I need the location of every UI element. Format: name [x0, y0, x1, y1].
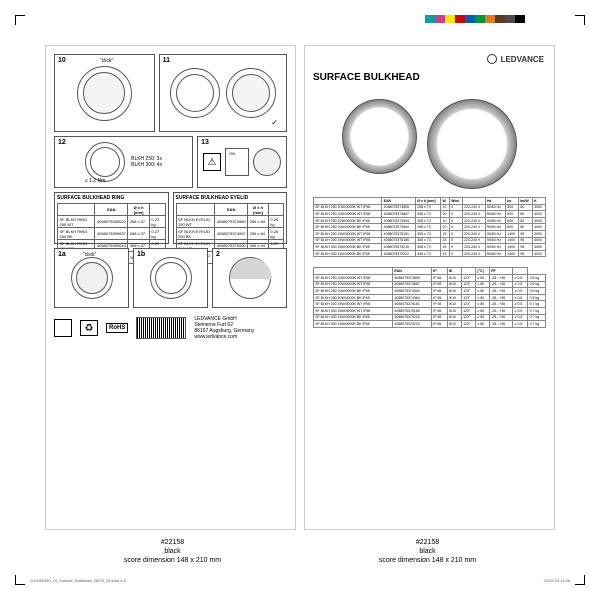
step-number: 2	[216, 251, 220, 258]
diagram: BLKH 250: 3x BLKH 300: 4x	[58, 140, 189, 184]
eac-mark	[54, 319, 72, 337]
diagram: ✓	[163, 58, 283, 128]
rohs-mark: RoHS	[106, 323, 128, 333]
product-images	[313, 99, 546, 189]
footer: #22158 black score dimension 148 x 210 m…	[45, 538, 555, 565]
product-title: SURFACE BULKHEAD	[313, 72, 546, 83]
logo-icon	[487, 54, 497, 64]
product-image-300	[427, 99, 517, 189]
eyelid-table-box: SURFACE BULKHEAD EYELID EANØ x h [mm]SF …	[173, 192, 288, 244]
crop-mark	[15, 15, 25, 25]
step-11: 11 ✓	[159, 54, 287, 132]
ring-title: SURFACE BULKHEAD RING	[57, 195, 166, 201]
diagram	[216, 252, 283, 304]
brand-name: LEDVANCE	[501, 55, 544, 64]
step-number: 11	[163, 57, 170, 64]
step-number: 10	[58, 57, 66, 64]
diagram	[58, 252, 125, 304]
screw-counts: BLKH 250: 3x BLKH 300: 4x	[131, 156, 162, 169]
ring-table-box: SURFACE BULKHEAD RING EANØ x h [mm]SF BL…	[54, 192, 169, 244]
crop-mark	[15, 575, 25, 585]
diagram: ⚠ ON	[201, 140, 283, 184]
spec-table-2: EANIPIK[°C]PFSF BLKH 250 10W/3000K WT IP…	[313, 267, 546, 327]
sku: #22158	[300, 538, 555, 547]
color: black	[300, 547, 555, 556]
click-label: "click"	[100, 58, 113, 64]
footnote-file: G11080430_UI_Surface_Bulkhead_NICH_04.in…	[30, 578, 126, 583]
footnote-timestamp: 20.09.19 11:38	[544, 578, 570, 583]
step-1b: 1b	[133, 248, 208, 308]
crop-mark	[575, 15, 585, 25]
step-13: 13 ⚠ ON	[197, 136, 287, 188]
color: black	[45, 547, 300, 556]
manufacturer-address: LEDVANCE GmbH Steinerne Furt 62 86167 Au…	[194, 316, 254, 340]
step-1a: 1a "click"	[54, 248, 129, 308]
eyelid-title: SURFACE BULKHEAD EYELID	[176, 195, 285, 201]
barcode	[136, 317, 186, 339]
step-number: 1b	[137, 251, 145, 258]
crop-mark	[575, 575, 585, 585]
score-dim: score dimension 148 x 210 mm	[300, 556, 555, 565]
step-number: 12	[58, 139, 66, 146]
spec-table-1: EANØ x h [mm]WWtotHzlmlm/WKSF BLKH 250 1…	[313, 197, 546, 257]
page-left: 10 "click" 11 ✓	[45, 45, 296, 530]
company-url: www.ledvance.com	[194, 334, 254, 340]
diagram	[137, 252, 204, 304]
spread: 10 "click" 11 ✓	[45, 45, 555, 530]
product-image-250	[342, 99, 417, 189]
page-right: LEDVANCE SURFACE BULKHEAD EANØ x h [mm]W…	[304, 45, 555, 530]
color-calibration-bar	[425, 15, 525, 23]
step-number: 13	[201, 139, 209, 146]
step-10: 10 "click"	[54, 54, 155, 132]
step-2: 2	[212, 248, 287, 308]
score-dim: score dimension 148 x 210 mm	[45, 556, 300, 565]
recycle-icon: ♻	[80, 320, 98, 336]
footer-left: #22158 black score dimension 148 x 210 m…	[45, 538, 300, 565]
step-number: 1a	[58, 251, 66, 258]
sku: #22158	[45, 538, 300, 547]
brand-logo: LEDVANCE	[487, 54, 544, 64]
torque-spec: ≤ 1.2 Nm	[85, 178, 105, 184]
document-frame: 10 "click" 11 ✓	[15, 15, 585, 585]
footer-right: #22158 black score dimension 148 x 210 m…	[300, 538, 555, 565]
diagram	[58, 58, 151, 128]
step-12: 12 BLKH 250: 3x BLKH 300: 4x ≤ 1.2 Nm	[54, 136, 193, 188]
